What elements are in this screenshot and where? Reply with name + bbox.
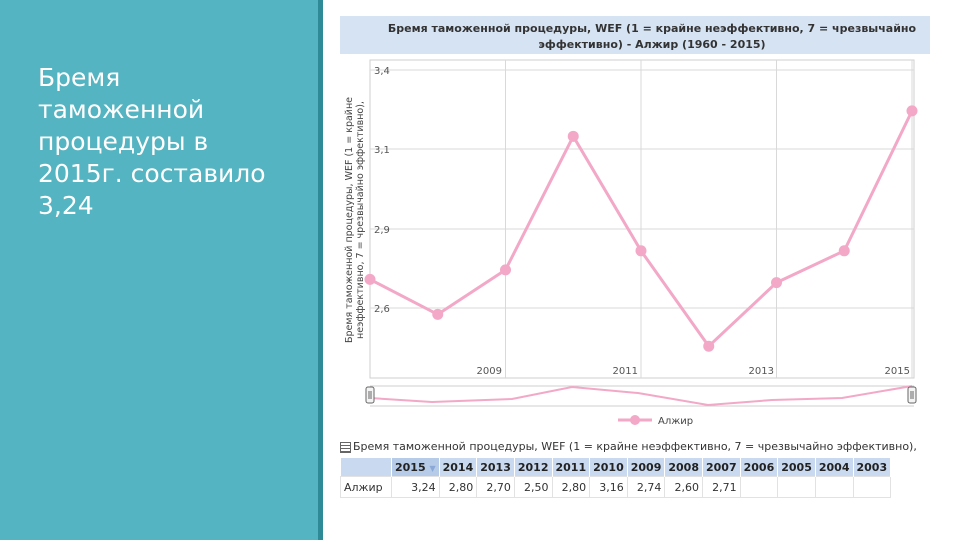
data-point[interactable] (703, 340, 715, 352)
table-col-header[interactable]: 2011 (552, 458, 591, 477)
table-col-header[interactable]: 2006 (740, 458, 779, 477)
table-cell: 2,74 (626, 476, 666, 498)
sort-down-icon[interactable]: ▼ (429, 463, 436, 473)
line-chart: Бремя таможенной процедуры, WEF (1 = кра… (340, 16, 930, 427)
horizontal-gridlines (370, 69, 914, 309)
legend-label: Алжир (658, 416, 693, 427)
table-col-header[interactable]: 2010 (589, 458, 628, 477)
y-tick-label: 2,6 (374, 304, 390, 315)
table-col-header[interactable]: 2003 (853, 458, 892, 477)
table-col-header[interactable]: 2009 (627, 458, 666, 477)
data-point[interactable] (635, 245, 647, 257)
y-tick-label: 3,1 (374, 145, 390, 156)
series-points (364, 105, 918, 352)
table-corner-cell (340, 458, 392, 477)
x-tick-label: 2015 (885, 366, 910, 377)
x-tick-label: 2011 (613, 366, 638, 377)
table-col-header[interactable]: 2008 (664, 458, 703, 477)
x-tick-label: 2013 (749, 366, 774, 377)
table-icon (340, 441, 351, 453)
data-point[interactable] (906, 105, 918, 117)
table-cell: 2,70 (476, 476, 515, 498)
table-col-header[interactable]: 2012 (514, 458, 553, 477)
table-cell: 2,60 (664, 476, 703, 498)
left-panel (0, 0, 318, 540)
y-axis-label-line1: Бремя таможенной процедуры, WEF (1 = кра… (344, 97, 355, 343)
table-cell (814, 476, 854, 498)
table-col-header[interactable]: 2014 (439, 458, 478, 477)
data-point[interactable] (500, 264, 511, 276)
navigator-handle-right[interactable] (907, 386, 917, 404)
plot-area (369, 59, 915, 379)
table-caption: Бремя таможенной процедуры, WEF (1 = кра… (340, 440, 917, 453)
table-col-header[interactable]: 2007 (702, 458, 741, 477)
chart-title-line2: эффективно) - Алжир (1960 - 2015) (538, 38, 765, 51)
navigator-series-line (369, 385, 913, 407)
table-col-header[interactable]: 2015 ▼ (391, 458, 440, 477)
data-point[interactable] (567, 130, 579, 142)
y-tick-label: 3,4 (374, 66, 390, 77)
table-header-row: 2015 ▼ 2014 2013 2012 2011 2010 2009 200… (340, 458, 892, 477)
navigator-handle-left[interactable] (365, 386, 375, 404)
table-cell (739, 476, 779, 498)
table-cell: 3,24 (391, 476, 440, 498)
legend-marker (630, 415, 640, 425)
table-cell: 2,80 (438, 476, 478, 498)
data-point[interactable] (771, 277, 782, 289)
table-cell (777, 476, 816, 498)
data-point[interactable] (364, 273, 376, 285)
table-caption-text: Бремя таможенной процедуры, WEF (1 = кра… (353, 440, 917, 453)
table-col-header[interactable]: 2005 (777, 458, 816, 477)
table-cell: 2,50 (513, 476, 553, 498)
y-tick-label: 2,9 (374, 225, 390, 236)
range-navigator[interactable] (365, 385, 917, 407)
y-axis-label-line2: неэффективно, 7 = чрезвычайно эффективно… (355, 101, 366, 339)
table-cell: 2,71 (702, 476, 741, 498)
x-tick-label: 2009 (477, 366, 502, 377)
table-cell (852, 476, 892, 498)
chart-title-line1: Бремя таможенной процедуры, WEF (1 = кра… (388, 22, 917, 35)
chart-title-bar (340, 16, 930, 54)
left-divider-stripe (318, 0, 323, 540)
slide-text: Бремя таможенной процедуры в 2015г. сост… (38, 63, 266, 220)
table-col-header[interactable]: 2013 (476, 458, 515, 477)
data-point[interactable] (432, 308, 444, 320)
table-row: Алжир 3,24 2,80 2,70 2,50 2,80 3,16 2,74… (340, 476, 892, 498)
table-cell: 2,80 (551, 476, 591, 498)
table-col-header[interactable]: 2004 (815, 458, 854, 477)
data-point[interactable] (838, 245, 850, 257)
chart-legend: Алжир (618, 415, 693, 427)
table-row-label: Алжир (340, 476, 392, 498)
table-cell: 3,16 (589, 476, 628, 498)
data-table: 2015 ▼ 2014 2013 2012 2011 2010 2009 200… (340, 458, 892, 498)
